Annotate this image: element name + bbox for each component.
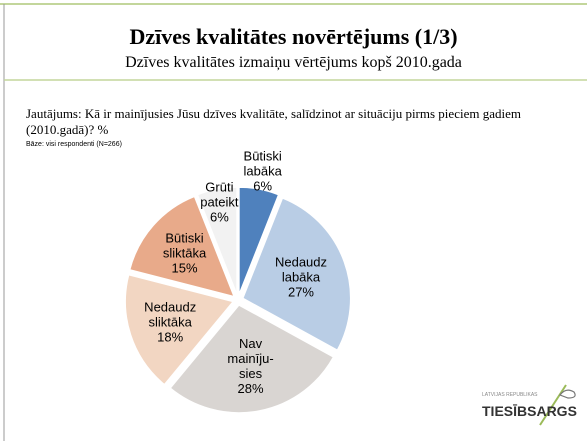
slice-value: 18% xyxy=(157,329,184,345)
slice-label: Nav mainīju- sies 28% xyxy=(227,336,273,396)
pie-slice xyxy=(241,196,352,352)
pie-slice xyxy=(196,186,238,296)
slice-value: 15% xyxy=(171,260,198,276)
slice-label: Nedaudz sliktāka 18% xyxy=(144,300,196,345)
pie xyxy=(124,186,352,414)
slice-name: Grūti pateikt xyxy=(200,179,239,210)
pie-slice xyxy=(128,195,236,298)
slice-value: 6% xyxy=(253,178,273,194)
slice-value: 6% xyxy=(209,209,229,225)
logo-icon xyxy=(559,389,576,399)
subtitle: Dzīves kvalitātes izmaiņu vērtējums kopš… xyxy=(125,54,462,71)
slice-name: Nedaudz labāka xyxy=(274,254,328,285)
slice-name: Nav mainīju- sies xyxy=(227,335,274,381)
slice-value: 28% xyxy=(237,380,264,396)
pie-slice xyxy=(169,303,335,414)
slice-name: Būtiski labāka xyxy=(243,148,282,179)
question: Jautājums: Kā ir mainījusies Jūsu dzīves… xyxy=(26,106,521,137)
logo-small: LATVIJAS REPUBLIKAS xyxy=(482,392,538,398)
pie-slice xyxy=(124,273,235,386)
pie-slice xyxy=(238,186,280,296)
logo-stroke xyxy=(539,384,567,426)
slice-label: Nedaudz labāka 27% xyxy=(275,255,327,300)
title: Dzīves kvalitātes novērtējums (1/3) xyxy=(129,24,458,49)
slice-label: Grūti pateikt 6% xyxy=(200,180,238,225)
slice-label: Būtiski labāka 6% xyxy=(244,148,282,193)
slice-name: Nedaudz sliktāka xyxy=(144,299,197,330)
slice-value: 27% xyxy=(287,284,315,300)
logo-name: TIESĪBSARGS xyxy=(482,403,577,419)
slice-label: Būtiski sliktāka 15% xyxy=(163,230,206,275)
slice-name: Būtiski sliktāka xyxy=(162,230,207,261)
base-note: Bāze: visi respondenti (N=266) xyxy=(26,141,122,148)
